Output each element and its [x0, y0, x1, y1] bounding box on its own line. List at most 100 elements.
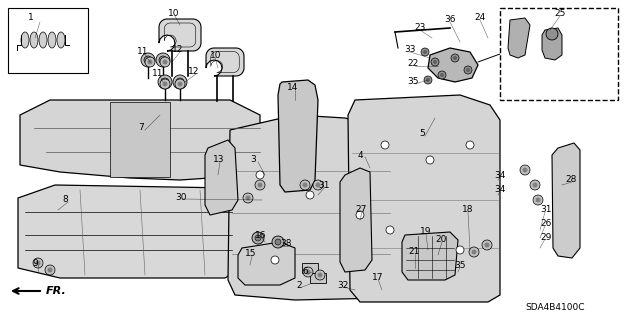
Circle shape [466, 68, 470, 72]
Circle shape [426, 78, 430, 82]
Circle shape [246, 196, 250, 201]
Circle shape [381, 141, 389, 149]
Text: 14: 14 [287, 84, 298, 93]
Text: 2: 2 [296, 280, 301, 290]
Polygon shape [428, 48, 478, 82]
Text: 34: 34 [494, 186, 506, 195]
Circle shape [252, 232, 264, 244]
Circle shape [315, 270, 325, 280]
Circle shape [424, 76, 432, 84]
Polygon shape [20, 100, 260, 180]
Circle shape [177, 81, 182, 86]
Text: 3: 3 [250, 155, 256, 165]
Text: 11: 11 [137, 48, 148, 56]
Polygon shape [159, 19, 201, 51]
Ellipse shape [30, 32, 38, 48]
Polygon shape [310, 273, 326, 283]
Polygon shape [302, 263, 318, 273]
Circle shape [423, 50, 427, 54]
Circle shape [175, 79, 185, 89]
Circle shape [316, 182, 321, 188]
Circle shape [35, 261, 40, 265]
Text: 21: 21 [408, 248, 419, 256]
Circle shape [300, 180, 310, 190]
Circle shape [520, 165, 530, 175]
Circle shape [47, 268, 52, 272]
Circle shape [472, 249, 477, 255]
Circle shape [484, 242, 490, 248]
Bar [8, 8, 88, 73]
Circle shape [163, 60, 168, 64]
Circle shape [257, 182, 262, 188]
Text: 5: 5 [419, 130, 425, 138]
Polygon shape [18, 185, 240, 278]
Circle shape [469, 247, 479, 257]
Ellipse shape [21, 32, 29, 48]
Text: 13: 13 [213, 155, 225, 165]
Text: 10: 10 [210, 50, 221, 60]
Text: 25: 25 [554, 10, 565, 19]
Polygon shape [340, 168, 372, 272]
Circle shape [176, 78, 184, 86]
Text: 35: 35 [407, 78, 419, 86]
Text: 4: 4 [358, 151, 364, 160]
Ellipse shape [57, 32, 65, 48]
Text: 18: 18 [462, 205, 474, 214]
Text: 22: 22 [407, 60, 419, 69]
Text: 16: 16 [255, 232, 266, 241]
Circle shape [522, 167, 527, 173]
Circle shape [33, 258, 43, 268]
Circle shape [161, 78, 169, 86]
Polygon shape [542, 28, 562, 60]
Circle shape [533, 195, 543, 205]
Circle shape [272, 236, 284, 248]
Circle shape [173, 75, 187, 89]
Circle shape [466, 141, 474, 149]
Text: 32: 32 [337, 280, 348, 290]
Text: 31: 31 [318, 181, 330, 189]
Circle shape [546, 28, 558, 40]
Circle shape [159, 56, 167, 64]
Text: 7: 7 [138, 123, 144, 132]
Circle shape [160, 79, 170, 89]
Polygon shape [228, 115, 395, 300]
Circle shape [305, 270, 310, 275]
Text: 38: 38 [280, 240, 291, 249]
Text: 36: 36 [444, 16, 456, 25]
Circle shape [144, 56, 152, 64]
Circle shape [271, 256, 279, 264]
Circle shape [156, 53, 170, 67]
Polygon shape [348, 95, 500, 302]
Circle shape [536, 197, 541, 203]
Circle shape [313, 180, 323, 190]
Text: 29: 29 [540, 233, 552, 241]
Circle shape [255, 235, 261, 241]
Text: 26: 26 [540, 219, 552, 228]
Text: 35: 35 [454, 261, 465, 270]
Text: 15: 15 [245, 249, 257, 258]
Circle shape [421, 48, 429, 56]
Circle shape [303, 182, 307, 188]
Circle shape [145, 57, 155, 67]
Text: 1: 1 [28, 13, 34, 23]
Text: 20: 20 [435, 235, 446, 244]
Circle shape [431, 58, 439, 66]
Circle shape [255, 180, 265, 190]
Ellipse shape [39, 32, 47, 48]
Circle shape [451, 54, 459, 62]
Polygon shape [278, 80, 318, 192]
Circle shape [163, 81, 168, 86]
Text: 12: 12 [188, 68, 200, 77]
Circle shape [147, 60, 152, 64]
Text: 19: 19 [420, 227, 431, 236]
Circle shape [453, 56, 457, 60]
Text: 17: 17 [372, 272, 383, 281]
Text: 28: 28 [565, 175, 577, 184]
Ellipse shape [48, 32, 56, 48]
Text: FR.: FR. [46, 286, 67, 296]
Circle shape [438, 71, 446, 79]
Text: 27: 27 [355, 205, 366, 214]
Circle shape [464, 66, 472, 74]
Bar [500, 8, 618, 100]
Text: 8: 8 [62, 196, 68, 204]
